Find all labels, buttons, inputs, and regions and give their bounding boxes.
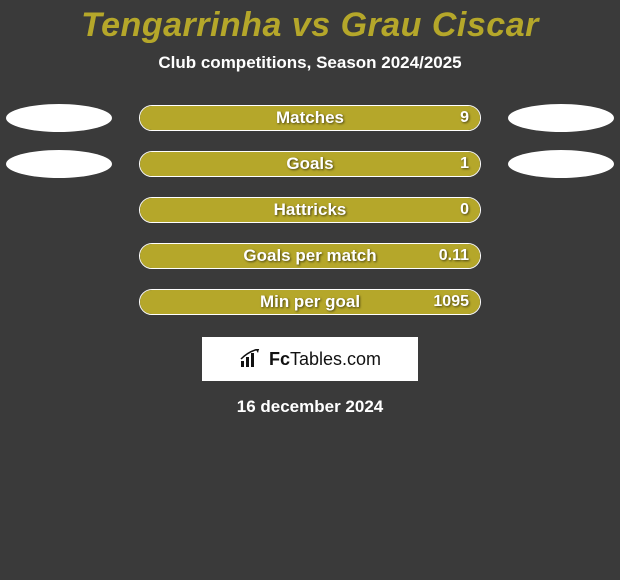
stat-row: Goals per match 0.11 (0, 241, 620, 271)
date-text: 16 december 2024 (0, 397, 620, 417)
logo-box: FcTables.com (202, 337, 418, 381)
left-ellipse (6, 150, 112, 178)
subtitle: Club competitions, Season 2024/2025 (0, 53, 620, 73)
bar-track (139, 197, 481, 223)
logo-suffix: Tables.com (290, 349, 381, 369)
logo-prefix: Fc (269, 349, 290, 369)
chart-icon (239, 349, 263, 369)
bar-fill (140, 152, 480, 176)
bar-track (139, 289, 481, 315)
comparison-infographic: Tengarrinha vs Grau Ciscar Club competit… (0, 0, 620, 580)
right-ellipse (508, 150, 614, 178)
stat-row: Min per goal 1095 (0, 287, 620, 317)
logo-text: FcTables.com (269, 349, 381, 370)
stat-row: Hattricks 0 (0, 195, 620, 225)
bar-fill (140, 244, 480, 268)
bar-fill (140, 290, 480, 314)
bar-fill (140, 106, 480, 130)
left-ellipse (6, 104, 112, 132)
page-title: Tengarrinha vs Grau Ciscar (0, 0, 620, 45)
stat-row: Goals 1 (0, 149, 620, 179)
bar-track (139, 105, 481, 131)
right-ellipse (508, 104, 614, 132)
stat-row: Matches 9 (0, 103, 620, 133)
bar-track (139, 243, 481, 269)
bars-area: Matches 9 Goals 1 Hattricks 0 Goals per … (0, 103, 620, 317)
bar-track (139, 151, 481, 177)
bar-fill (140, 198, 480, 222)
